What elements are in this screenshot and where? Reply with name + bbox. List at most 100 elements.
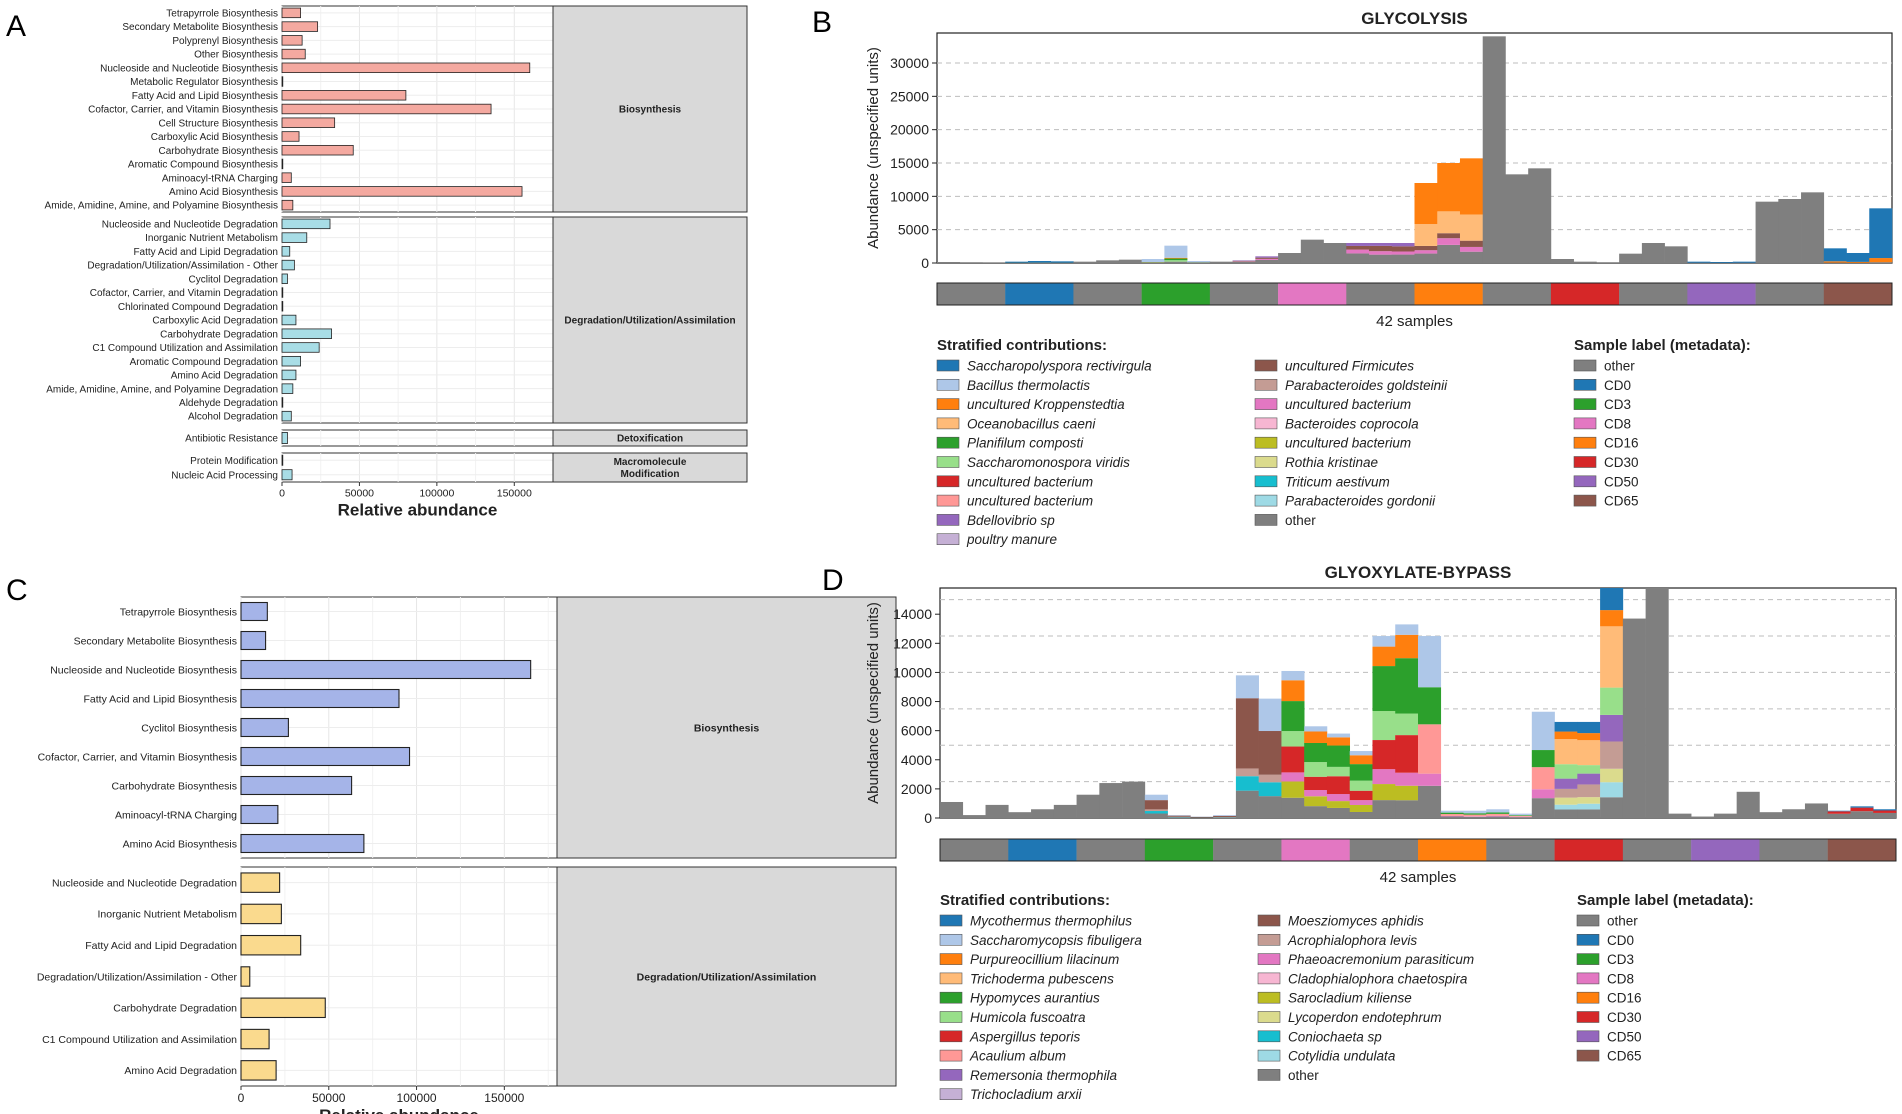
- stack-segment: [1577, 721, 1601, 734]
- legend-label: Sarocladium kiliense: [1288, 991, 1412, 1006]
- bar: [281, 397, 284, 408]
- sample-strip-segment: [937, 283, 1006, 305]
- legend-swatch: [936, 436, 960, 449]
- panel-b-chart: 0 5000 10000 15000 20000 25000 30000 Abundance …: [865, 9, 1893, 547]
- y-tick-label: 0: [924, 810, 932, 826]
- category-label: Nucleic Acid Processing: [171, 470, 278, 481]
- bar: [281, 117, 336, 128]
- stack-segment: [1873, 812, 1897, 818]
- category-label: Carbohydrate Degradation: [160, 329, 278, 340]
- stack-segment: [1326, 776, 1351, 795]
- stack-segment: [1346, 253, 1370, 263]
- stack-segment: [1531, 767, 1555, 790]
- category-label: Amide, Amidine, Amine, and Polyamine Bio…: [45, 201, 278, 212]
- y-tick-label: 2000: [901, 781, 932, 797]
- category-label: Fatty Acid and Lipid Biosynthesis: [83, 693, 237, 705]
- stack-segment: [1349, 751, 1373, 756]
- category-label: Tetrapyrrole Biosynthesis: [120, 606, 237, 618]
- stack-segment: [1304, 776, 1328, 791]
- legend-label: Parabacteroides goldsteinii: [1285, 378, 1448, 393]
- stack-segment: [1372, 711, 1396, 741]
- stack-segment: [1437, 244, 1461, 263]
- stack-segment: [1167, 815, 1191, 817]
- bar: [281, 314, 297, 326]
- sample-legend-label: CD30: [1604, 455, 1639, 470]
- legend-label: Remersonia thermophila: [970, 1068, 1118, 1083]
- sample-legend-swatch: [1576, 972, 1600, 985]
- x-tick-label: 50000: [312, 1091, 346, 1105]
- sample-strip-segment: [1755, 283, 1824, 305]
- stack-segment: [1391, 243, 1415, 247]
- stack-segment: [1053, 804, 1077, 818]
- stack-segment: [1600, 588, 1624, 611]
- stack-segment: [1281, 772, 1305, 782]
- stack-segment: [1372, 646, 1396, 667]
- stack-segment: [1600, 797, 1624, 818]
- stack-segment: [1372, 666, 1396, 712]
- stack-segment: [1440, 815, 1464, 817]
- stack-segment: [1395, 800, 1419, 818]
- bar: [281, 35, 303, 46]
- stack-segment: [1395, 772, 1419, 786]
- category-label: Carboxylic Acid Biosynthesis: [151, 132, 278, 143]
- legend-label: Bacillus thermolactis: [967, 378, 1090, 393]
- category-label: Nucleoside and Nucleotide Degradation: [52, 877, 237, 889]
- sample-strip-segment: [1076, 839, 1146, 861]
- legend-label: Bdellovibrio sp: [967, 513, 1055, 528]
- legend-swatch: [1254, 436, 1278, 449]
- stack-segment: [1255, 256, 1279, 258]
- stack-segment: [1418, 687, 1442, 725]
- sample-legend-label: CD50: [1607, 1029, 1642, 1044]
- bar: [281, 369, 297, 381]
- stack-segment: [1326, 737, 1351, 746]
- sample-strip-segment: [1281, 839, 1350, 861]
- sample-legend-title: Sample label (metadata):: [1577, 892, 1754, 909]
- facet-strip: [556, 596, 897, 859]
- legend-swatch: [939, 1069, 963, 1081]
- sample-legend-swatch: [1573, 475, 1597, 488]
- x-tick-label: 0: [279, 488, 285, 500]
- sample-legend-label: CD30: [1607, 1010, 1642, 1025]
- stack-segment: [1550, 259, 1574, 263]
- legend-label: uncultured Firmicutes: [1285, 359, 1414, 374]
- bar: [281, 103, 492, 115]
- stack-segment: [1691, 816, 1715, 818]
- legend-label: Parabacteroides gordonii: [1285, 494, 1436, 509]
- y-tick-label: 10000: [890, 188, 929, 204]
- panel-label-c: C: [6, 574, 28, 607]
- legend-swatch: [1254, 378, 1278, 391]
- legend-swatch: [1254, 359, 1278, 372]
- category-label: Carbohydrate Biosynthesis: [112, 780, 237, 792]
- legend-swatch: [939, 1011, 963, 1023]
- category-label: Metabolic Regulator Biosynthesis: [130, 77, 278, 88]
- stack-segment: [1164, 261, 1188, 263]
- category-label: Aminoacyl-tRNA Charging: [115, 809, 237, 821]
- sample-strip-segment: [1823, 283, 1893, 305]
- legend-swatch: [939, 1088, 963, 1100]
- stack-segment: [937, 262, 961, 263]
- legend-swatch: [1257, 1069, 1281, 1081]
- stack-segment: [1326, 733, 1351, 738]
- category-label: Cofactor, Carrier, and Vitamin Biosynthe…: [38, 751, 237, 763]
- bar: [281, 355, 301, 367]
- panel-label-d: D: [822, 564, 844, 597]
- legend-swatch: [936, 494, 960, 507]
- bar: [281, 76, 284, 87]
- legend-label: Saccharopolyspora rectivirgula: [967, 359, 1152, 374]
- facet-strip-label: Detoxification: [617, 434, 683, 445]
- legend-swatch: [939, 914, 963, 927]
- legend-label: Hypomyces aurantius: [970, 991, 1100, 1006]
- bar: [281, 383, 294, 394]
- stack-segment: [1554, 809, 1578, 818]
- legend-swatch: [1257, 1049, 1281, 1062]
- stack-segment: [1577, 765, 1601, 774]
- stack-segment: [1349, 800, 1373, 805]
- bar: [240, 997, 326, 1019]
- legend-swatch: [939, 1030, 963, 1043]
- legend-swatch: [936, 378, 960, 391]
- stack-segment: [1531, 750, 1555, 768]
- facet-strip: [552, 216, 748, 424]
- stack-segment: [1869, 262, 1893, 263]
- bar: [240, 717, 289, 738]
- sample-legend-label: other: [1604, 359, 1635, 374]
